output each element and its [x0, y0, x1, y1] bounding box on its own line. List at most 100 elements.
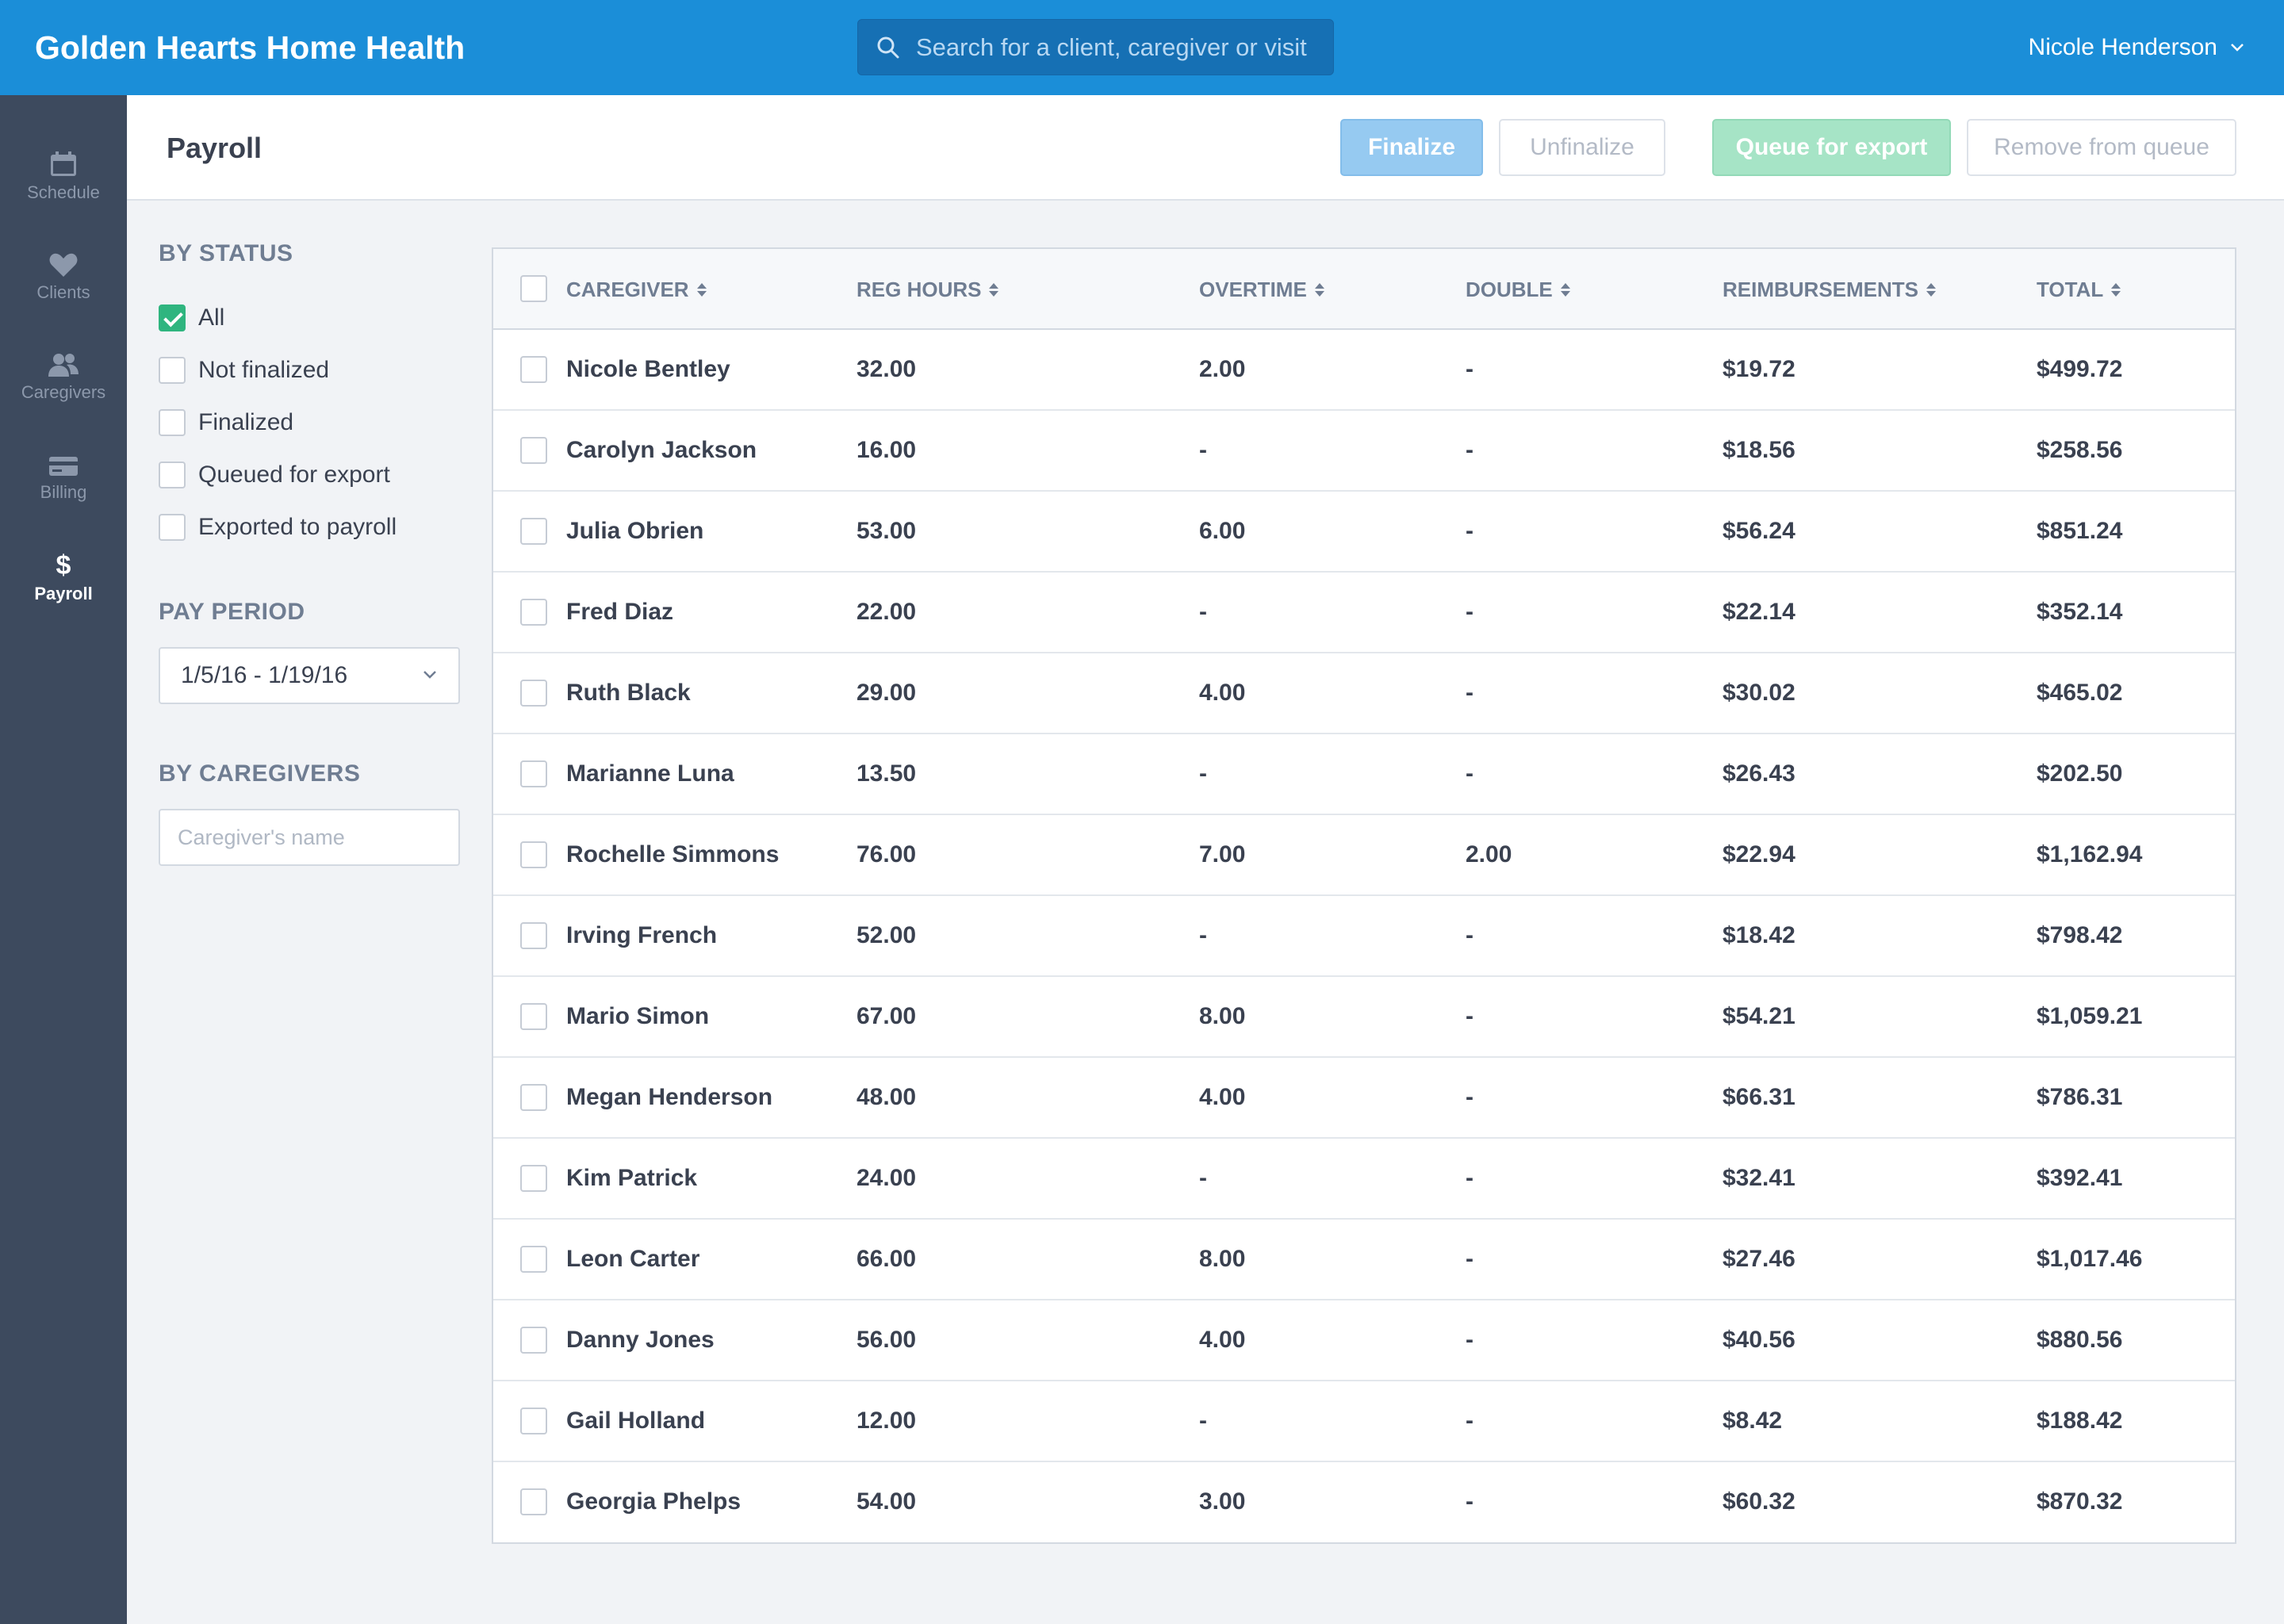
sidebar-item-billing[interactable]: Billing — [0, 455, 127, 542]
cell-caregiver-name[interactable]: Nicole Bentley — [566, 356, 730, 382]
row-select-cell[interactable] — [520, 518, 547, 549]
row-checkbox[interactable] — [520, 680, 547, 707]
table-row[interactable]: Fred Diaz 22.00 - - $22.14 $352.14 — [493, 573, 2235, 653]
status-filter-exported[interactable]: Exported to payroll — [159, 511, 397, 543]
row-checkbox[interactable] — [520, 437, 547, 464]
cell-total: $392.41 — [2037, 1165, 2123, 1191]
unfinalize-button[interactable]: Unfinalize — [1499, 119, 1665, 176]
select-all-cell[interactable] — [520, 275, 547, 306]
column-header-double[interactable]: DOUBLE — [1466, 249, 1570, 330]
select-all-checkbox[interactable] — [520, 275, 547, 302]
cell-caregiver-name[interactable]: Ruth Black — [566, 680, 691, 706]
column-header-reg-hours[interactable]: REG HOURS — [856, 249, 999, 330]
row-checkbox[interactable] — [520, 922, 547, 949]
cell-caregiver-name[interactable]: Danny Jones — [566, 1327, 715, 1353]
row-select-cell[interactable] — [520, 356, 547, 387]
row-select-cell[interactable] — [520, 1003, 547, 1034]
row-checkbox[interactable] — [520, 841, 547, 868]
table-row[interactable]: Georgia Phelps 54.00 3.00 - $60.32 $870.32 — [493, 1462, 2235, 1543]
sidebar-item-payroll[interactable]: $ Payroll — [0, 550, 127, 638]
table-row[interactable]: Marianne Luna 13.50 - - $26.43 $202.50 — [493, 734, 2235, 815]
row-select-cell[interactable] — [520, 1165, 547, 1196]
row-checkbox[interactable] — [520, 1084, 547, 1111]
status-filter-queued[interactable]: Queued for export — [159, 459, 390, 491]
cell-caregiver-name[interactable]: Rochelle Simmons — [566, 841, 780, 868]
checkbox[interactable] — [159, 304, 186, 331]
table-row[interactable]: Carolyn Jackson 16.00 - - $18.56 $258.56 — [493, 411, 2235, 492]
row-select-cell[interactable] — [520, 922, 547, 953]
status-filter-all[interactable]: All — [159, 302, 224, 334]
row-select-cell[interactable] — [520, 680, 547, 710]
row-checkbox[interactable] — [520, 599, 547, 626]
user-menu[interactable]: Nicole Henderson — [2029, 0, 2244, 95]
row-select-cell[interactable] — [520, 1246, 547, 1277]
row-checkbox[interactable] — [520, 1003, 547, 1030]
row-checkbox[interactable] — [520, 1165, 547, 1192]
row-select-cell[interactable] — [520, 1488, 547, 1519]
row-select-cell[interactable] — [520, 841, 547, 872]
table-row[interactable]: Kim Patrick 24.00 - - $32.41 $392.41 — [493, 1139, 2235, 1220]
row-select-cell[interactable] — [520, 760, 547, 791]
row-checkbox[interactable] — [520, 356, 547, 383]
cell-caregiver-name[interactable]: Georgia Phelps — [566, 1488, 742, 1515]
cell-caregiver-name[interactable]: Irving French — [566, 922, 718, 948]
row-select-cell[interactable] — [520, 437, 547, 468]
cell-caregiver-name[interactable]: Megan Henderson — [566, 1084, 773, 1110]
cell-reimbursements: $18.42 — [1723, 922, 1795, 948]
row-checkbox[interactable] — [520, 1327, 547, 1354]
table-row[interactable]: Megan Henderson 48.00 4.00 - $66.31 $786.31 — [493, 1058, 2235, 1139]
checkbox[interactable] — [159, 514, 186, 541]
caregiver-name-input[interactable] — [159, 809, 460, 866]
status-filter-not-finalized[interactable]: Not finalized — [159, 354, 329, 386]
sidebar-item-label: Caregivers — [21, 382, 106, 402]
cell-caregiver-name[interactable]: Leon Carter — [566, 1246, 700, 1272]
column-header-total[interactable]: TOTAL — [2037, 249, 2121, 330]
search-box[interactable] — [857, 19, 1334, 75]
table-row[interactable]: Irving French 52.00 - - $18.42 $798.42 — [493, 896, 2235, 977]
cell-reimbursements: $30.02 — [1723, 680, 1795, 706]
cell-reg-hours: 52.00 — [856, 922, 917, 948]
status-filter-finalized[interactable]: Finalized — [159, 407, 293, 439]
table-row[interactable]: Mario Simon 67.00 8.00 - $54.21 $1,059.21 — [493, 977, 2235, 1058]
row-checkbox[interactable] — [520, 1246, 547, 1273]
checkbox[interactable] — [159, 462, 186, 488]
checkbox[interactable] — [159, 409, 186, 436]
cell-caregiver-name[interactable]: Kim Patrick — [566, 1165, 698, 1191]
cell-caregiver-name[interactable]: Mario Simon — [566, 1003, 710, 1029]
table-row[interactable]: Leon Carter 66.00 8.00 - $27.46 $1,017.46 — [493, 1220, 2235, 1300]
table-row[interactable]: Rochelle Simmons 76.00 7.00 2.00 $22.94 $1,16… — [493, 815, 2235, 896]
brand-title[interactable]: Golden Hearts Home Health — [35, 29, 466, 66]
column-header-overtime[interactable]: OVERTIME — [1199, 249, 1324, 330]
cell-reg-hours: 76.00 — [856, 841, 917, 868]
search-input[interactable] — [916, 20, 1320, 75]
cell-caregiver-name[interactable]: Fred Diaz — [566, 599, 674, 625]
row-checkbox[interactable] — [520, 760, 547, 787]
table-row[interactable]: Nicole Bentley 32.00 2.00 - $19.72 $499.72 — [493, 330, 2235, 411]
table-row[interactable]: Ruth Black 29.00 4.00 - $30.02 $465.02 — [493, 653, 2235, 734]
table-row[interactable]: Danny Jones 56.00 4.00 - $40.56 $880.56 — [493, 1300, 2235, 1381]
row-select-cell[interactable] — [520, 599, 547, 630]
row-select-cell[interactable] — [520, 1327, 547, 1358]
row-checkbox[interactable] — [520, 1408, 547, 1434]
cell-caregiver-name[interactable]: Gail Holland — [566, 1408, 706, 1434]
sidebar-item-caregivers[interactable]: Caregivers — [0, 352, 127, 439]
sidebar-item-schedule[interactable]: Schedule — [0, 151, 127, 238]
checkbox[interactable] — [159, 357, 186, 384]
sidebar-item-clients[interactable]: Clients — [0, 252, 127, 339]
cell-caregiver-name[interactable]: Marianne Luna — [566, 760, 734, 787]
table-row[interactable]: Gail Holland 12.00 - - $8.42 $188.42 — [493, 1381, 2235, 1462]
table-row[interactable]: Julia Obrien 53.00 6.00 - $56.24 $851.24 — [493, 492, 2235, 573]
row-select-cell[interactable] — [520, 1408, 547, 1438]
finalize-button[interactable]: Finalize — [1340, 119, 1483, 176]
row-checkbox[interactable] — [520, 518, 547, 545]
column-header-caregiver[interactable]: CAREGIVER — [566, 249, 707, 330]
row-select-cell[interactable] — [520, 1084, 547, 1115]
remove-from-queue-button[interactable]: Remove from queue — [1967, 119, 2236, 176]
queue-for-export-button[interactable]: Queue for export — [1712, 119, 1951, 176]
cell-caregiver-name[interactable]: Carolyn Jackson — [566, 437, 757, 463]
row-checkbox[interactable] — [520, 1488, 547, 1515]
pay-period-select[interactable]: 1/5/16 - 1/19/16 — [159, 647, 460, 704]
cell-double: - — [1466, 1003, 1473, 1029]
cell-caregiver-name[interactable]: Julia Obrien — [566, 518, 704, 544]
column-header-reimbursements[interactable]: REIMBURSEMENTS — [1723, 249, 1937, 330]
